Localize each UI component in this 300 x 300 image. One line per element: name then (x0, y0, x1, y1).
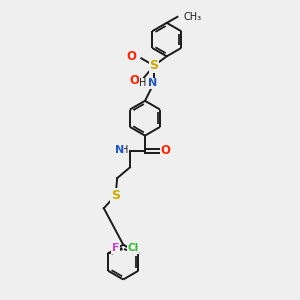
Text: O: O (161, 144, 171, 157)
Text: N: N (115, 145, 124, 155)
Text: O: O (126, 50, 136, 63)
Text: CH₃: CH₃ (184, 12, 202, 22)
Text: N: N (148, 78, 157, 88)
Text: F: F (112, 243, 119, 253)
Text: S: S (111, 189, 120, 202)
Text: H: H (139, 78, 147, 88)
Text: O: O (129, 74, 139, 87)
Text: Cl: Cl (128, 243, 139, 253)
Text: H: H (121, 145, 128, 155)
Text: S: S (149, 59, 158, 72)
